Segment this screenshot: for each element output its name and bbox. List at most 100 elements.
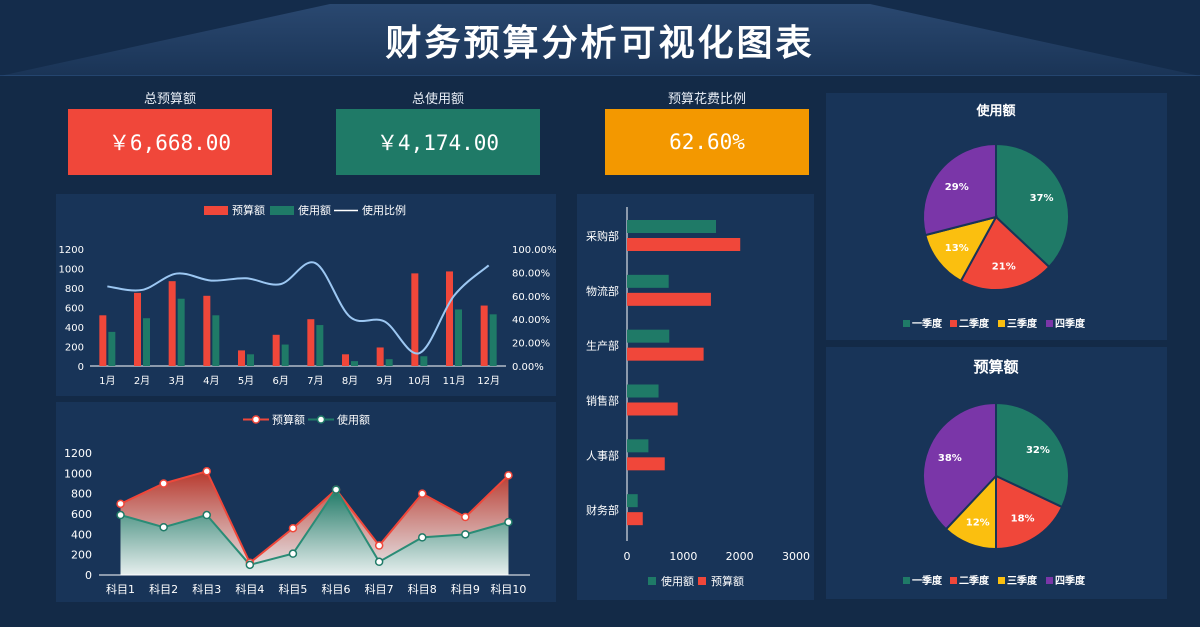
- y-tick-label: 生产部: [586, 339, 619, 353]
- kpi-label-total-budget: 总预算额: [143, 92, 196, 107]
- pie-legend-swatch: [998, 320, 1005, 327]
- y-tick-label: 物流部: [586, 284, 619, 298]
- point-budget: [504, 471, 513, 480]
- panel-departments-chart: [577, 194, 814, 600]
- y-left-tick-label: 0: [78, 362, 84, 373]
- bar-budget: [480, 305, 488, 366]
- y-tick-label: 采购部: [586, 229, 619, 243]
- kpi-label-spend-ratio: 预算花费比例: [667, 92, 746, 107]
- y-left-tick-label: 1200: [59, 245, 84, 256]
- pie-value-label: 12%: [966, 518, 990, 529]
- bar-used: [627, 384, 659, 398]
- point-used: [418, 533, 427, 542]
- pie-value-label: 18%: [1011, 513, 1035, 524]
- bar-budget: [627, 402, 678, 416]
- bar-used: [627, 494, 638, 508]
- bar-budget: [627, 512, 643, 526]
- pie-legend-label: 一季度: [912, 317, 943, 330]
- pie-value-label: 38%: [938, 453, 962, 464]
- bar-used: [455, 309, 462, 366]
- bar-used: [420, 356, 428, 366]
- bar-budget: [168, 281, 176, 366]
- pie-legend-swatch: [1046, 320, 1053, 327]
- legend-label-used: 使用额: [661, 575, 694, 588]
- legend-swatch-used: [270, 206, 294, 215]
- legend-swatch-budget: [698, 577, 706, 585]
- legend-label-used: 使用额: [337, 414, 370, 427]
- x-tick-label: 科目9: [451, 582, 480, 596]
- x-tick-label: 科目2: [149, 582, 178, 596]
- bar-used: [212, 315, 220, 366]
- x-tick-label: 6月: [272, 375, 288, 387]
- point-used: [461, 530, 470, 539]
- y-left-tick-label: 1000: [59, 265, 84, 276]
- y-tick-label: 0: [85, 569, 92, 582]
- legend-label-budget: 预算额: [232, 203, 265, 217]
- bar-used: [143, 318, 150, 366]
- pie-legend-label: 三季度: [1007, 574, 1038, 587]
- point-budget: [461, 512, 470, 522]
- x-tick-label: 4月: [203, 375, 219, 387]
- kpi-value-total-used: ￥4,174.00: [336, 109, 540, 175]
- x-tick-label: 0: [624, 550, 631, 563]
- x-tick-label: 1月: [99, 375, 115, 387]
- bar-used: [385, 359, 393, 366]
- pie-legend-label: 三季度: [1007, 317, 1038, 330]
- x-tick-label: 科目10: [490, 582, 526, 596]
- bar-budget: [411, 273, 419, 366]
- point-used: [374, 557, 384, 567]
- bar-budget: [376, 347, 384, 366]
- pie-legend-swatch: [903, 320, 910, 327]
- monthly-chart: 预算额 使用额 使用比例 0 200 400 600 800 1000 1200 0.00% 20.0…: [59, 203, 557, 387]
- bar-used: [281, 344, 289, 366]
- pie-legend-swatch: [903, 577, 910, 584]
- y-right-tick-label: 0.00%: [512, 362, 544, 373]
- pie-slice: [995, 401, 1070, 509]
- area-used: [120, 489, 509, 575]
- pie-legend-swatch: [950, 577, 957, 584]
- y-tick-label: 人事部: [586, 448, 619, 462]
- y-left-tick-label: 400: [65, 323, 84, 334]
- kpi-value-total-budget: ￥6,668.00: [68, 109, 272, 175]
- y-left-tick-label: 600: [65, 304, 84, 315]
- bar-budget: [627, 457, 665, 471]
- x-tick-label: 5月: [238, 375, 254, 387]
- y-right-tick-label: 80.00%: [512, 268, 550, 279]
- y-tick-label: 600: [71, 508, 92, 521]
- kpi-label-total-used: 总使用额: [411, 92, 464, 107]
- x-tick-label: 12月: [477, 375, 500, 387]
- legend-label-budget: 预算额: [272, 413, 305, 427]
- pie-legend-label: 一季度: [912, 574, 943, 587]
- point-budget: [116, 499, 125, 509]
- x-tick-label: 8月: [342, 375, 358, 387]
- subjects-chart: 预算额 使用额 0 200 400 600 800 1000 1200 科目1 科目2 科目3 科目4 科…: [64, 413, 530, 596]
- kpi-value-spend-ratio: 62.60%: [605, 109, 809, 175]
- pie-title: 使用额: [975, 103, 1015, 119]
- bar-budget: [627, 238, 741, 251]
- point-used: [245, 560, 255, 570]
- pie-legend-label: 四季度: [1055, 574, 1086, 587]
- usage-pie-chart: 使用额 37% 21% 13% 29% 一季度 二季度 三季度 四季度: [903, 103, 1086, 330]
- bar-used: [627, 274, 669, 288]
- y-right-tick-label: 40.00%: [512, 315, 550, 326]
- bar-budget: [134, 292, 141, 366]
- bar-used: [177, 298, 185, 366]
- budget-pie-chart: 预算额 32% 18% 12% 38% 一季度 二季度 三季度 四季度: [903, 358, 1086, 587]
- pie-slice: [995, 142, 1070, 269]
- pie-value-label: 21%: [992, 262, 1016, 273]
- pie-legend-swatch: [950, 320, 957, 327]
- bar-used: [108, 331, 116, 366]
- bar-used: [489, 314, 497, 366]
- point-used: [159, 522, 168, 532]
- bar-budget: [272, 334, 280, 366]
- bar-budget: [238, 350, 245, 366]
- bar-used: [627, 220, 717, 233]
- y-left-tick-label: 800: [65, 284, 84, 295]
- y-tick-label: 财务部: [586, 503, 619, 517]
- point-budget: [418, 489, 427, 498]
- pie-slice: [922, 401, 997, 531]
- y-right-tick-label: 60.00%: [512, 292, 550, 303]
- x-tick-label: 3月: [168, 375, 184, 387]
- pie-title: 预算额: [973, 358, 1018, 376]
